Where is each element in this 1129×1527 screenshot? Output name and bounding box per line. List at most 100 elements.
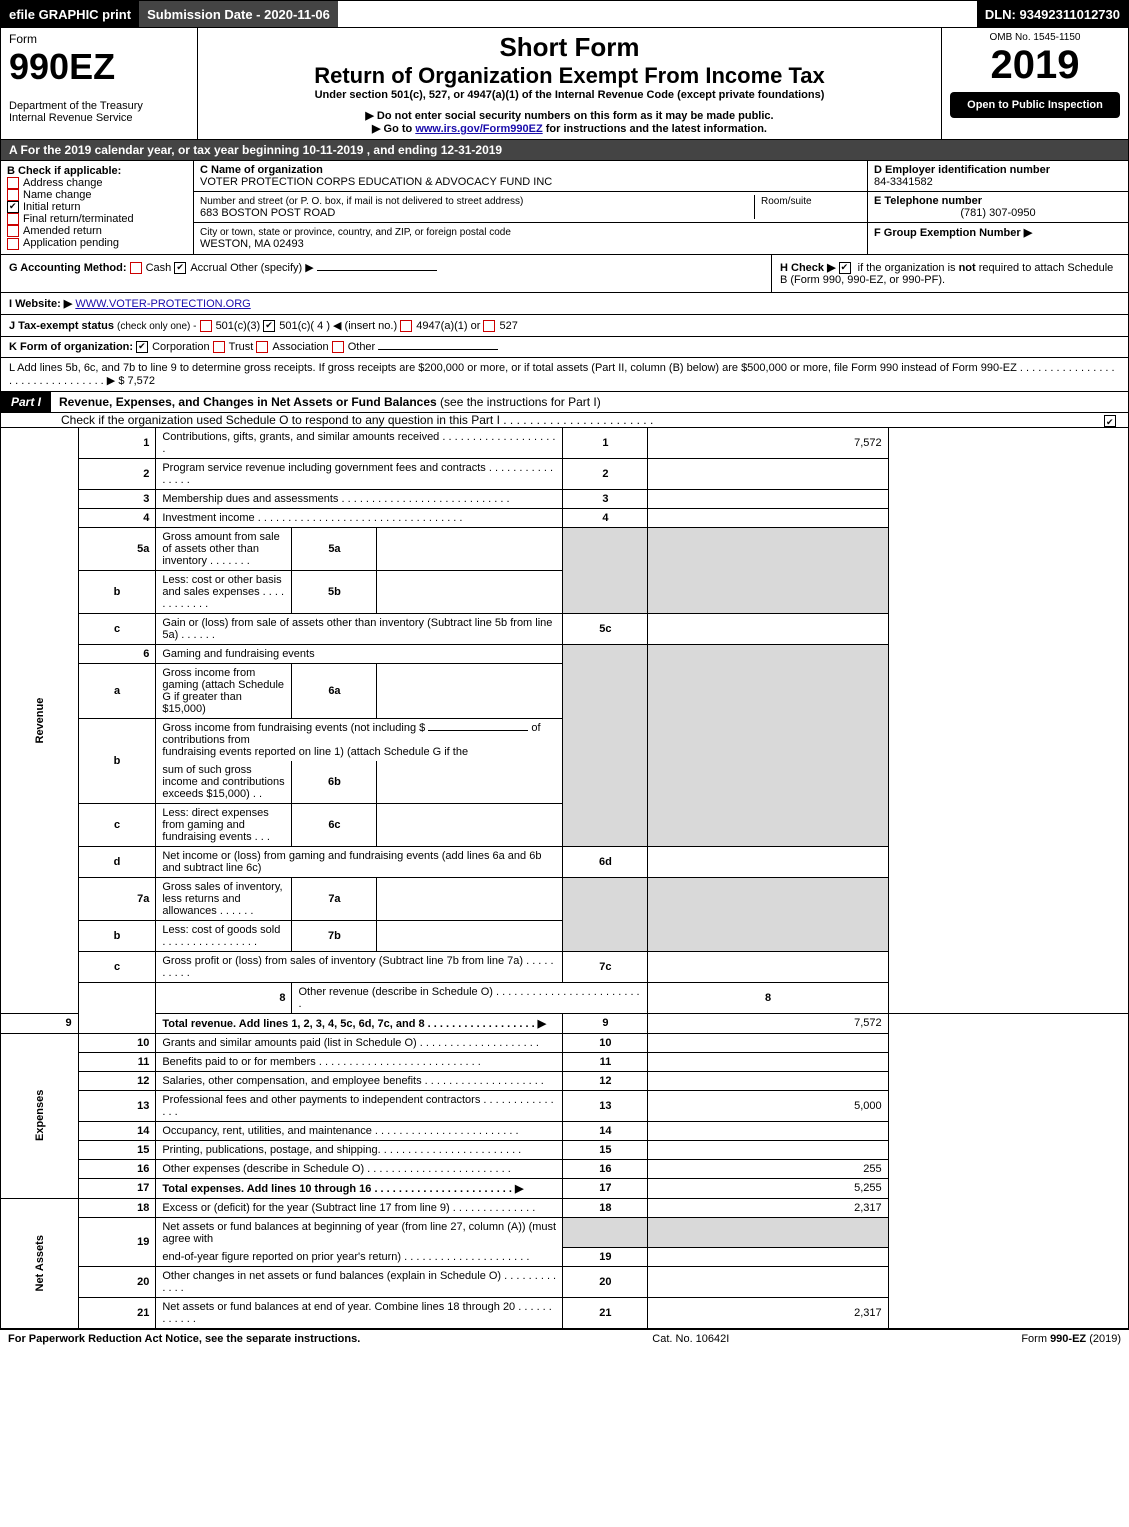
line-11-num: 11: [78, 1052, 156, 1071]
omb-number: OMB No. 1545-1150: [950, 32, 1120, 43]
line-8-num: 8: [156, 982, 292, 1013]
line-9-desc-wrap: Total revenue. Add lines 1, 2, 3, 4, 5c,…: [156, 1013, 563, 1033]
accounting-other-input[interactable]: [317, 270, 437, 271]
goto-prefix: ▶ Go to: [372, 123, 415, 135]
line-11-desc: Benefits paid to or for members . . . . …: [156, 1052, 563, 1071]
tax-year: 2019: [950, 43, 1120, 88]
chk-527-label: 527: [499, 320, 517, 332]
line-18-desc: Excess or (deficit) for the year (Subtra…: [156, 1198, 563, 1217]
line-19-shade-val: [648, 1217, 888, 1248]
line-5a-desc: Gross amount from sale of assets other t…: [156, 527, 292, 570]
chk-501c3[interactable]: [200, 320, 212, 332]
line-21-amount: 2,317: [648, 1298, 888, 1329]
line-19-box: 19: [563, 1248, 648, 1267]
chk-trust[interactable]: [213, 341, 225, 353]
chk-schedule-o-used[interactable]: [1104, 415, 1116, 427]
chk-final-return[interactable]: [7, 213, 19, 225]
line-3-num: 3: [78, 489, 156, 508]
line-5-shade: [563, 527, 648, 613]
line-20-amount: [648, 1267, 888, 1298]
line-5a-mini-val: [377, 527, 563, 570]
chk-501c-label: 501(c)( 4 ) ◀ (insert no.): [279, 320, 397, 332]
line-10-amount: [648, 1033, 888, 1052]
chk-other-org-label: Other: [348, 341, 376, 353]
line-16-amount: 255: [648, 1159, 888, 1178]
line-12-amount: [648, 1071, 888, 1090]
line-5a-mini: 5a: [292, 527, 377, 570]
line-13-desc: Professional fees and other payments to …: [156, 1090, 563, 1121]
form-of-org-label: K Form of organization:: [9, 341, 133, 353]
line-2-amount: [648, 458, 888, 489]
room-label: Room/suite: [761, 196, 812, 207]
side-label-revenue: Revenue: [1, 428, 79, 1014]
efile-print-button[interactable]: efile GRAPHIC print: [1, 1, 139, 27]
chk-schedule-b-not-required[interactable]: [839, 262, 851, 274]
line-6c-num: c: [78, 803, 156, 846]
line-12-num: 12: [78, 1071, 156, 1090]
line-6a-mini-val: [377, 663, 563, 718]
line-6b-mini-val: [377, 761, 563, 804]
line-6-desc: Gaming and fundraising events: [156, 644, 563, 663]
line-3-box: 3: [563, 489, 648, 508]
chk-application-pending[interactable]: [7, 238, 19, 250]
line-7-shade: [563, 877, 648, 951]
under-section-text: Under section 501(c), 527, or 4947(a)(1)…: [206, 89, 933, 101]
form-header-left: Form 990EZ Department of the Treasury In…: [1, 28, 198, 139]
ein-value: 84-3341582: [874, 176, 933, 188]
line-19-desc-l1: Net assets or fund balances at beginning…: [156, 1217, 563, 1248]
chk-name-change-label: Name change: [23, 189, 92, 201]
line-19-num: 19: [78, 1217, 156, 1267]
line-6b-blank[interactable]: [428, 730, 528, 731]
line-7a-num: 7a: [78, 877, 156, 920]
line-9-desc: Total revenue. Add lines 1, 2, 3, 4, 5c,…: [162, 1018, 546, 1030]
chk-association[interactable]: [256, 341, 268, 353]
h-not: not: [959, 262, 976, 274]
row-l: L Add lines 5b, 6c, and 7b to line 9 to …: [0, 358, 1129, 392]
line-19-desc-l2: end-of-year figure reported on prior yea…: [156, 1248, 563, 1267]
chk-name-change[interactable]: [7, 189, 19, 201]
line-17-box: 17: [563, 1178, 648, 1198]
line-6b-desc-l2: fundraising events reported on line 1) (…: [162, 746, 468, 758]
line-10-desc: Grants and similar amounts paid (list in…: [156, 1033, 563, 1052]
other-org-input[interactable]: [378, 349, 498, 350]
chk-corporation[interactable]: [136, 341, 148, 353]
misc-rows: I Website: ▶ WWW.VOTER-PROTECTION.ORG J …: [0, 293, 1129, 392]
chk-association-label: Association: [272, 341, 328, 353]
tax-exempt-label: J Tax-exempt status: [9, 320, 114, 332]
chk-accrual[interactable]: [174, 262, 186, 274]
line-8-box: 8: [648, 982, 888, 1013]
form-header: Form 990EZ Department of the Treasury In…: [0, 28, 1129, 140]
line-l-amount: $ 7,572: [118, 375, 155, 387]
line-14-num: 14: [78, 1121, 156, 1140]
chk-amended-return[interactable]: [7, 225, 19, 237]
part1-checknote-row: Check if the organization used Schedule …: [0, 413, 1129, 428]
line-6-shade-val: [648, 644, 888, 846]
line-4-num: 4: [78, 508, 156, 527]
footer-form-prefix: Form: [1021, 1333, 1050, 1345]
irs-link[interactable]: www.irs.gov/Form990EZ: [415, 123, 542, 135]
ssn-warning: ▶ Do not enter social security numbers o…: [206, 109, 933, 122]
chk-501c[interactable]: [263, 320, 275, 332]
line-17-num: 17: [78, 1178, 156, 1198]
line-5c-amount: [648, 613, 888, 644]
chk-cash[interactable]: [130, 262, 142, 274]
chk-address-change[interactable]: [7, 177, 19, 189]
line-20-num: 20: [78, 1267, 156, 1298]
line-21-box: 21: [563, 1298, 648, 1329]
chk-4947a1[interactable]: [400, 320, 412, 332]
chk-accrual-label: Accrual: [190, 262, 227, 274]
city-state-zip: WESTON, MA 02493: [200, 238, 304, 250]
section-c-name-label: C Name of organization: [200, 164, 323, 176]
line-7b-mini-val: [377, 920, 563, 951]
dept-label: Department of the Treasury: [9, 100, 189, 112]
chk-527[interactable]: [483, 320, 495, 332]
line-13-amount: 5,000: [648, 1090, 888, 1121]
section-def: D Employer identification number 84-3341…: [868, 161, 1128, 254]
irs-label: Internal Revenue Service: [9, 112, 189, 124]
chk-other-org[interactable]: [332, 341, 344, 353]
chk-initial-return[interactable]: [7, 201, 19, 213]
line-6a-num: a: [78, 663, 156, 718]
website-link[interactable]: WWW.VOTER-PROTECTION.ORG: [75, 298, 250, 310]
line-7c-desc: Gross profit or (loss) from sales of inv…: [156, 951, 563, 982]
lines-table: Revenue 1 Contributions, gifts, grants, …: [0, 428, 1129, 1330]
